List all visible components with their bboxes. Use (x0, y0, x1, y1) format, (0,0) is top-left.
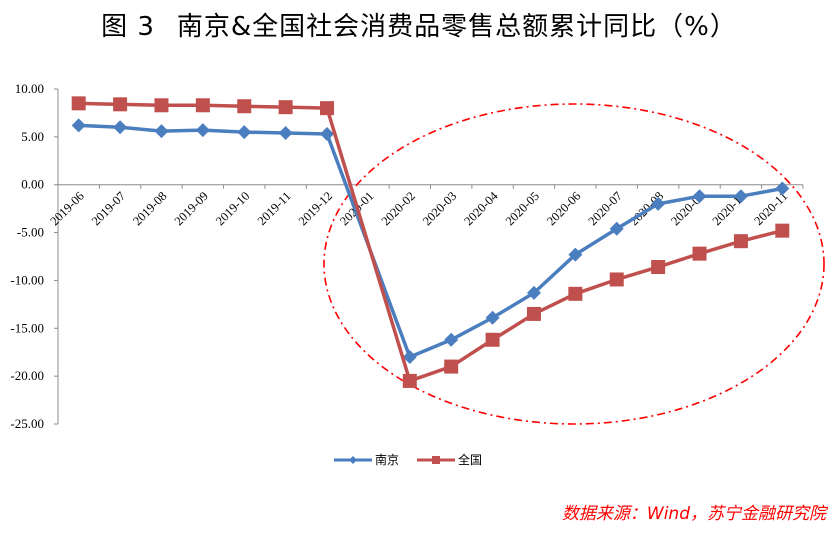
x-tick-label: 2020-03 (420, 189, 459, 228)
x-tick-label: 2020-07 (586, 189, 625, 228)
x-tick-label: 2020-02 (379, 189, 418, 228)
data-point-square (71, 96, 86, 111)
figure-label: 图 3 (101, 12, 155, 42)
data-point-square (775, 223, 790, 238)
y-tick-label: -25.00 (10, 416, 44, 431)
x-tick-label: 2019-06 (47, 189, 86, 228)
data-point-diamond (237, 125, 252, 140)
x-tick-label: 2019-07 (89, 189, 128, 228)
y-tick-label: 0.00 (21, 177, 44, 192)
legend-item-nanjing: 南京 (334, 451, 399, 468)
x-tick-label: 2019-10 (213, 189, 252, 228)
y-tick-label: 10.00 (15, 81, 44, 96)
data-point-diamond (195, 123, 210, 138)
data-point-square (113, 97, 128, 112)
chart-title: 图 3 南京&全国社会消费品零售总额累计同比（%） (0, 6, 838, 43)
data-point-square (154, 98, 169, 113)
data-source: 数据来源：Wind，苏宁金融研究院 (561, 504, 826, 524)
y-tick-label: -10.00 (10, 272, 44, 287)
data-point-square (237, 99, 252, 114)
data-point-square (733, 234, 748, 249)
square-marker-icon (417, 455, 456, 464)
data-point-diamond (154, 124, 169, 139)
legend-label: 全国 (458, 453, 483, 467)
data-point-square (320, 101, 335, 116)
x-tick-label: 2019-09 (172, 189, 211, 228)
data-point-square (609, 272, 624, 287)
data-point-diamond (692, 189, 707, 204)
x-tick-label: 2020-06 (544, 189, 583, 228)
data-point-diamond (775, 181, 790, 196)
data-point-diamond (113, 120, 128, 135)
data-point-diamond (651, 196, 666, 211)
title-text: 南京&全国社会消费品零售总额累计同比（%） (176, 12, 737, 42)
data-point-diamond (320, 126, 335, 141)
data-point-square (526, 306, 541, 321)
data-point-diamond (402, 350, 417, 364)
data-point-diamond (609, 221, 624, 236)
data-point-diamond (278, 126, 293, 141)
y-tick-label: 5.00 (21, 129, 44, 144)
y-tick-label: -5.00 (17, 225, 44, 240)
x-tick-label: 2020-04 (461, 188, 501, 228)
data-point-diamond (568, 247, 583, 262)
x-tick-label: 2019-12 (296, 189, 335, 228)
data-point-square (692, 246, 707, 261)
legend-item-national: 全国 (417, 451, 482, 468)
data-point-square (485, 332, 500, 347)
data-point-square (651, 260, 666, 275)
series-group (71, 96, 790, 388)
x-tick-label: 2020-05 (503, 189, 542, 228)
legend-label: 南京 (375, 453, 400, 467)
y-tick-label: -15.00 (10, 320, 44, 335)
data-point-square (195, 98, 210, 113)
diamond-marker-icon (334, 455, 372, 464)
data-point-diamond (71, 118, 86, 133)
data-point-diamond (733, 189, 748, 204)
highlight-ellipse (323, 103, 825, 425)
data-point-square (402, 373, 417, 388)
data-point-diamond (526, 285, 541, 300)
y-tick-label: -20.00 (10, 368, 44, 383)
data-point-diamond (485, 310, 500, 325)
data-point-diamond (444, 332, 459, 347)
x-tick-label: 2019-08 (130, 189, 169, 228)
data-point-square (568, 286, 583, 301)
x-tick-label: 2019-11 (255, 189, 294, 228)
data-point-square (278, 100, 293, 115)
data-point-square (444, 359, 459, 374)
legend: 南京 全国 (334, 451, 500, 468)
